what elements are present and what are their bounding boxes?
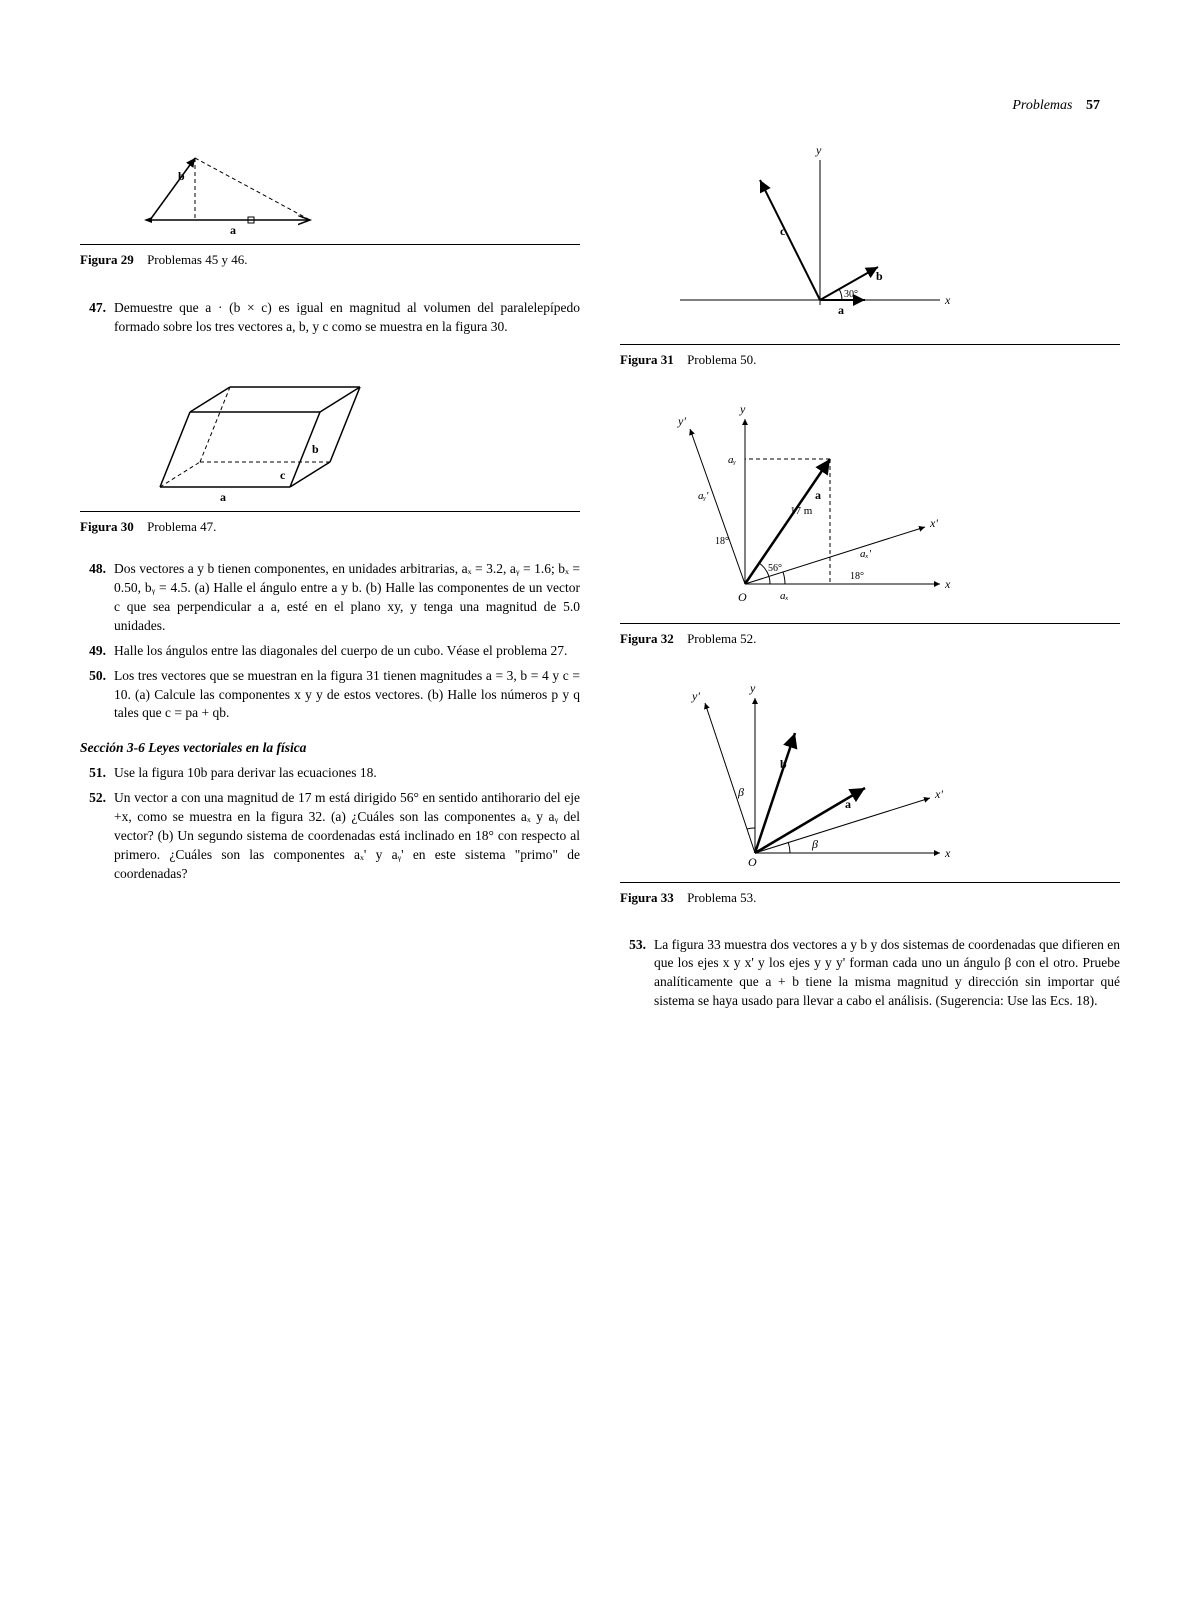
fig32-ay-label: aᵧ: [728, 454, 737, 466]
figure-33-rule: [620, 882, 1120, 883]
problem-48-num: 48.: [80, 560, 106, 636]
figure-32-caption: Figura 32 Problema 52.: [620, 630, 1120, 648]
two-column-layout: b a Figura 29 Problemas 45 y 46. 47. Dem…: [80, 130, 1120, 1017]
fig31-angle-label: 30°: [844, 289, 858, 300]
problem-50-text: Los tres vectores que se muestran en la …: [114, 667, 580, 724]
fig32-x-label: x: [944, 577, 951, 591]
figure-31-text: Problema 50.: [687, 352, 756, 367]
page-header: Problemas 57: [1012, 96, 1100, 116]
figure-31-diagram: x y a b 30° c: [620, 140, 1120, 340]
figure-31: x y a b 30° c: [620, 140, 1120, 369]
fig33-beta2-label: β: [811, 837, 818, 851]
problem-47: 47. Demuestre que a · (b × c) es igual e…: [80, 299, 580, 337]
fig33-x-label: x: [944, 846, 951, 860]
figure-31-caption: Figura 31 Problema 50.: [620, 351, 1120, 369]
figure-33-label: Figura 33: [620, 890, 674, 905]
figure-33-caption: Figura 33 Problema 53.: [620, 889, 1120, 907]
figure-29: b a Figura 29 Problemas 45 y 46.: [80, 140, 580, 269]
figure-29-diagram: b a: [80, 140, 580, 240]
problem-49: 49. Halle los ángulos entre las diagonal…: [80, 642, 580, 661]
fig32-18b-label: 18°: [850, 571, 864, 582]
figure-30-text: Problema 47.: [147, 519, 216, 534]
figure-30: a b c Figura 30 Problema 47.: [80, 357, 580, 536]
fig31-y-label: y: [815, 143, 822, 157]
figure-32-diagram: O x y x' y': [620, 399, 1120, 619]
figure-31-rule: [620, 344, 1120, 345]
problem-48-text: Dos vectores a y b tienen componentes, e…: [114, 560, 580, 636]
fig33-O-label: O: [748, 855, 757, 869]
figure-33: O x y x' y': [620, 678, 1120, 907]
problem-47-num: 47.: [80, 299, 106, 337]
figure-30-caption: Figura 30 Problema 47.: [80, 518, 580, 536]
fig31-a-label: a: [838, 303, 844, 317]
fig32-O-label: O: [738, 590, 747, 604]
fig32-yprime-label: y': [677, 414, 686, 428]
fig33-b-label: b: [780, 757, 787, 771]
right-column: x y a b 30° c: [620, 130, 1120, 1017]
problem-47-text: Demuestre que a · (b × c) es igual en ma…: [114, 299, 580, 337]
figure-30-label: Figura 30: [80, 519, 134, 534]
page: Problemas 57: [0, 0, 1200, 1599]
problem-51-num: 51.: [80, 764, 106, 783]
fig32-len-label: 17 m: [790, 505, 813, 517]
fig30-c-label: c: [280, 468, 286, 482]
problem-51: 51. Use la figura 10b para derivar las e…: [80, 764, 580, 783]
fig33-a-label: a: [845, 797, 851, 811]
figure-32-text: Problema 52.: [687, 631, 756, 646]
fig32-y-label: y: [739, 402, 746, 416]
fig31-x-label: x: [944, 293, 951, 307]
fig33-beta1-label: β: [737, 785, 744, 799]
problem-52-num: 52.: [80, 789, 106, 883]
problem-53: 53. La figura 33 muestra dos vectores a …: [620, 936, 1120, 1012]
fig31-c-label: c: [780, 224, 786, 238]
problem-48: 48. Dos vectores a y b tienen componente…: [80, 560, 580, 636]
figure-32: O x y x' y': [620, 399, 1120, 648]
fig33-yprime-label: y': [691, 689, 700, 703]
header-label: Problemas: [1012, 98, 1072, 113]
fig30-a-label: a: [220, 490, 226, 504]
problem-49-text: Halle los ángulos entre las diagonales d…: [114, 642, 580, 661]
figure-30-diagram: a b c: [80, 357, 580, 507]
figure-32-rule: [620, 623, 1120, 624]
fig29-b-label: b: [178, 169, 185, 183]
problem-50-num: 50.: [80, 667, 106, 724]
problem-53-text: La figura 33 muestra dos vectores a y b …: [654, 936, 1120, 1012]
fig32-xprime-label: x': [929, 516, 938, 530]
problem-52: 52. Un vector a con una magnitud de 17 m…: [80, 789, 580, 883]
figure-33-diagram: O x y x' y': [620, 678, 1120, 878]
fig32-a-label: a: [815, 488, 821, 502]
figure-33-text: Problema 53.: [687, 890, 756, 905]
fig32-axp-label: aₓ': [860, 548, 872, 560]
fig31-b-label: b: [876, 269, 883, 283]
figure-29-label: Figura 29: [80, 252, 134, 267]
figure-31-label: Figura 31: [620, 352, 674, 367]
fig32-56-label: 56°: [768, 563, 782, 574]
figure-29-caption: Figura 29 Problemas 45 y 46.: [80, 251, 580, 269]
figure-30-rule: [80, 511, 580, 512]
problem-49-num: 49.: [80, 642, 106, 661]
page-number: 57: [1086, 98, 1100, 113]
fig29-a-label: a: [230, 223, 236, 237]
problem-50: 50. Los tres vectores que se muestran en…: [80, 667, 580, 724]
fig32-ayp-label: aᵧ': [698, 490, 709, 502]
problem-52-text: Un vector a con una magnitud de 17 m est…: [114, 789, 580, 883]
left-column: b a Figura 29 Problemas 45 y 46. 47. Dem…: [80, 130, 580, 1017]
fig32-ax-label: aₓ: [780, 590, 789, 602]
figure-29-text: Problemas 45 y 46.: [147, 252, 247, 267]
figure-32-label: Figura 32: [620, 631, 674, 646]
fig30-b-label: b: [312, 442, 319, 456]
problem-51-text: Use la figura 10b para derivar las ecuac…: [114, 764, 580, 783]
problem-53-num: 53.: [620, 936, 646, 1012]
section-title: Sección 3-6 Leyes vectoriales en la físi…: [80, 739, 580, 758]
fig33-y-label: y: [749, 681, 756, 695]
fig32-18a-label: 18°: [715, 536, 729, 547]
figure-29-rule: [80, 244, 580, 245]
fig33-xprime-label: x': [934, 787, 943, 801]
